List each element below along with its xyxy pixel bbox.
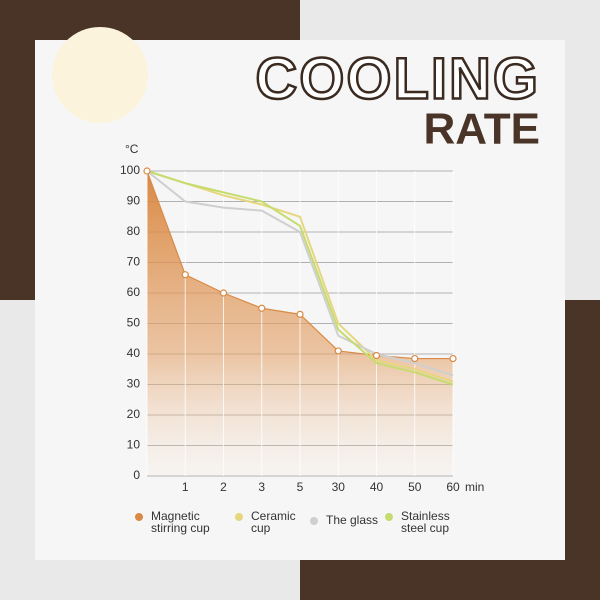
point (181, 271, 189, 279)
point (296, 310, 304, 318)
frame (565, 300, 600, 600)
y-tick-label: 50 (127, 316, 141, 330)
x-tick-label: 30 (332, 480, 346, 494)
legend-label: Stainless steel cup (401, 509, 450, 535)
point (372, 351, 381, 360)
decor (52, 27, 148, 123)
legend-swatch (385, 513, 393, 521)
legend-label: Magnetic stirring cup (151, 509, 210, 535)
x-tick-label: 1 (182, 480, 189, 494)
point (449, 354, 457, 363)
frame (0, 0, 300, 40)
x-axis-label: min (465, 480, 484, 494)
y-tick-label: 60 (127, 285, 141, 299)
x-tick-label: 50 (408, 480, 422, 494)
legend-item: Stainless steel cup (385, 510, 461, 534)
chart-subtitle: RATE (423, 105, 540, 154)
point (334, 347, 342, 355)
frame (0, 0, 35, 300)
line (146, 170, 454, 377)
y-tick-label: 20 (127, 407, 141, 421)
legend-swatch (235, 513, 243, 521)
x-tick-label: 3 (258, 480, 265, 494)
x-tick-label: 5 (297, 480, 304, 494)
x-tick-label: 40 (370, 480, 384, 494)
y-tick-label: 30 (127, 377, 141, 391)
y-tick-label: 40 (127, 346, 141, 360)
point (411, 354, 419, 363)
legend-label: Ceramic cup (251, 509, 296, 535)
legend-item: The glass (310, 514, 396, 526)
legend-swatch (135, 513, 143, 521)
y-tick-label: 90 (127, 194, 141, 208)
x-tick-label: 60 (446, 480, 460, 494)
y-tick-label: 70 (127, 255, 141, 269)
point (219, 289, 228, 297)
x-tick-label: 2 (220, 480, 227, 494)
y-axis-label: °C (125, 142, 139, 156)
y-tick-label: 80 (127, 224, 141, 238)
point (143, 167, 151, 175)
point (258, 304, 266, 312)
y-tick-label: 10 (127, 438, 141, 452)
legend-label: The glass (326, 513, 379, 527)
legend-swatch (310, 517, 318, 525)
y-tick-label: 100 (120, 163, 140, 177)
legend-item: Ceramic cup (235, 510, 311, 534)
y-tick-label: 0 (133, 468, 140, 482)
chart-title: COOLING (255, 46, 540, 111)
legend-item: Magnetic stirring cup (135, 510, 231, 534)
frame (300, 560, 600, 600)
line (146, 170, 454, 386)
